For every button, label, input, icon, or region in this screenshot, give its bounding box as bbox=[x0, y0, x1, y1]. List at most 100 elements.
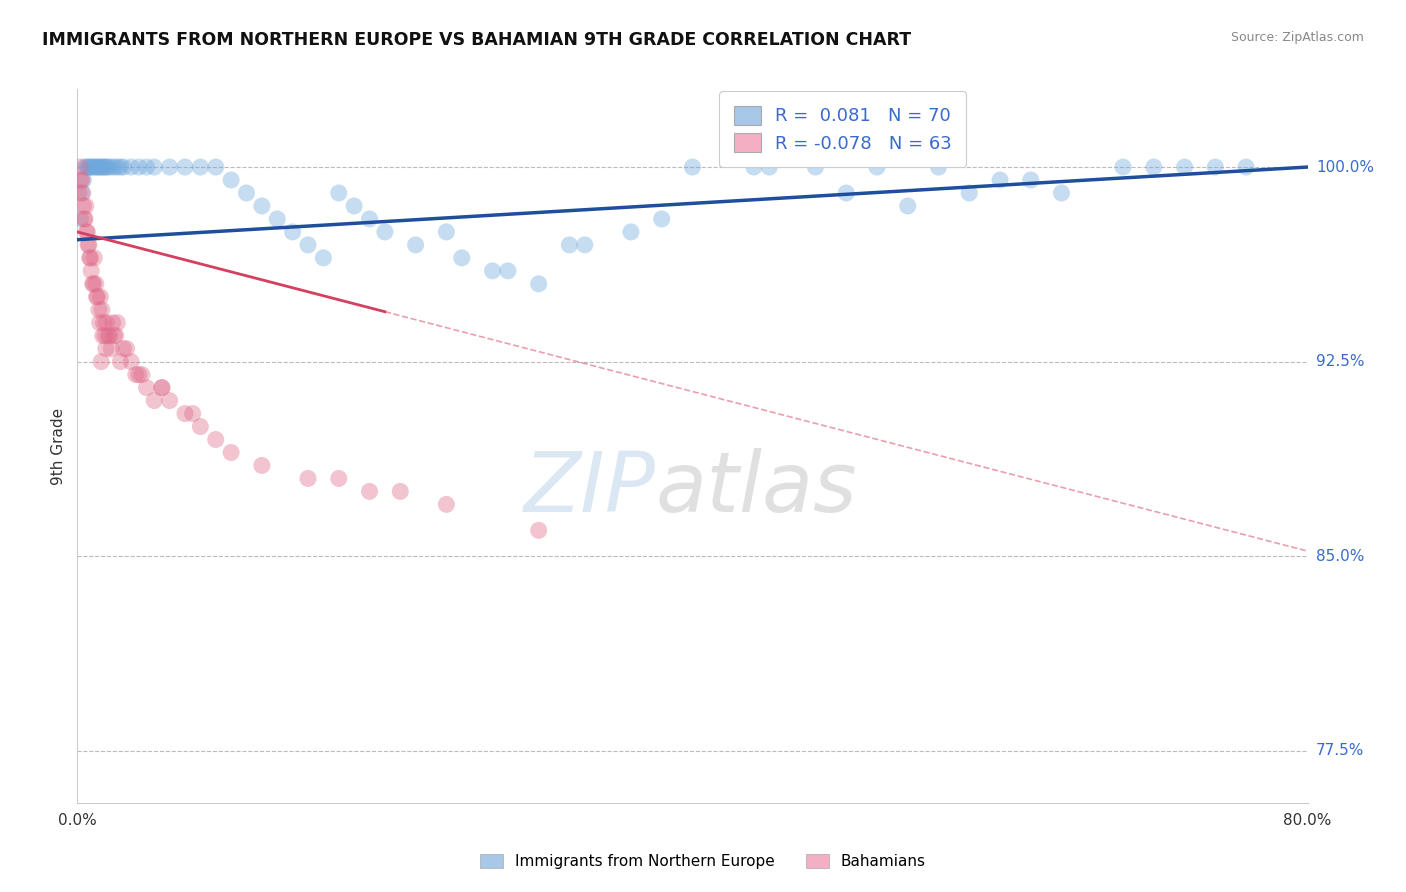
Point bbox=[558, 238, 581, 252]
Point bbox=[87, 160, 110, 174]
Point bbox=[527, 524, 550, 538]
Point bbox=[80, 264, 103, 278]
Point bbox=[76, 160, 98, 174]
Point bbox=[101, 316, 124, 330]
Point bbox=[82, 160, 104, 174]
Point bbox=[77, 238, 100, 252]
Point bbox=[150, 381, 173, 395]
Point bbox=[359, 484, 381, 499]
Point bbox=[250, 199, 273, 213]
Point bbox=[928, 160, 950, 174]
Text: 100.0%: 100.0% bbox=[1316, 160, 1374, 175]
Point bbox=[188, 160, 212, 174]
Point bbox=[73, 160, 96, 174]
Point bbox=[70, 173, 93, 187]
Point bbox=[143, 393, 166, 408]
Point bbox=[266, 211, 288, 226]
Point bbox=[128, 368, 150, 382]
Point bbox=[1204, 160, 1226, 174]
Point bbox=[93, 316, 115, 330]
Text: atlas: atlas bbox=[655, 449, 858, 529]
Point bbox=[159, 393, 181, 408]
Point bbox=[128, 160, 150, 174]
Point bbox=[297, 238, 319, 252]
Point bbox=[150, 381, 173, 395]
Y-axis label: 9th Grade: 9th Grade bbox=[51, 408, 66, 484]
Point bbox=[104, 328, 127, 343]
Point bbox=[527, 277, 550, 291]
Point bbox=[188, 419, 212, 434]
Point bbox=[343, 199, 366, 213]
Text: 77.5%: 77.5% bbox=[1316, 743, 1364, 758]
Point bbox=[204, 433, 226, 447]
Text: ZIP: ZIP bbox=[523, 449, 655, 529]
Point bbox=[93, 160, 115, 174]
Point bbox=[250, 458, 273, 473]
Point bbox=[115, 342, 138, 356]
Point bbox=[112, 342, 135, 356]
Point bbox=[82, 277, 104, 291]
Point bbox=[89, 290, 111, 304]
Point bbox=[235, 186, 257, 200]
Point bbox=[1174, 160, 1197, 174]
Point bbox=[312, 251, 335, 265]
Point bbox=[70, 173, 93, 187]
Point bbox=[957, 186, 980, 200]
Point bbox=[120, 160, 142, 174]
Point bbox=[94, 160, 117, 174]
Point bbox=[174, 160, 197, 174]
Point bbox=[72, 199, 94, 213]
Point bbox=[84, 277, 107, 291]
Point bbox=[97, 160, 120, 174]
Point bbox=[835, 186, 858, 200]
Point bbox=[76, 225, 98, 239]
Point bbox=[72, 173, 94, 187]
Point bbox=[174, 407, 197, 421]
Point bbox=[405, 238, 427, 252]
Point bbox=[96, 316, 118, 330]
Point bbox=[94, 342, 117, 356]
Point bbox=[374, 225, 396, 239]
Point bbox=[328, 471, 350, 485]
Point bbox=[86, 290, 108, 304]
Point bbox=[103, 328, 125, 343]
Point bbox=[131, 368, 153, 382]
Point bbox=[135, 381, 157, 395]
Point bbox=[89, 160, 111, 174]
Point bbox=[804, 160, 827, 174]
Point bbox=[73, 211, 96, 226]
Legend: R =  0.081   N = 70, R = -0.078   N = 63: R = 0.081 N = 70, R = -0.078 N = 63 bbox=[720, 91, 966, 167]
Point bbox=[574, 238, 596, 252]
Point bbox=[67, 186, 90, 200]
Point bbox=[1234, 160, 1257, 174]
Point bbox=[86, 290, 108, 304]
Point bbox=[79, 251, 101, 265]
Point bbox=[97, 328, 120, 343]
Text: Source: ZipAtlas.com: Source: ZipAtlas.com bbox=[1230, 31, 1364, 45]
Point bbox=[80, 160, 103, 174]
Point bbox=[87, 302, 110, 317]
Text: 85.0%: 85.0% bbox=[1316, 549, 1364, 564]
Point bbox=[110, 160, 132, 174]
Point bbox=[89, 316, 111, 330]
Point bbox=[98, 328, 121, 343]
Point bbox=[988, 173, 1011, 187]
Point bbox=[181, 407, 204, 421]
Point bbox=[1050, 186, 1073, 200]
Point bbox=[742, 160, 765, 174]
Point bbox=[103, 160, 125, 174]
Point bbox=[96, 160, 118, 174]
Point bbox=[100, 160, 122, 174]
Point bbox=[651, 211, 673, 226]
Point bbox=[90, 302, 114, 317]
Point bbox=[1112, 160, 1135, 174]
Point bbox=[90, 160, 114, 174]
Text: 92.5%: 92.5% bbox=[1316, 354, 1364, 369]
Point bbox=[70, 186, 93, 200]
Point bbox=[84, 160, 107, 174]
Point bbox=[682, 160, 704, 174]
Point bbox=[328, 186, 350, 200]
Point bbox=[75, 199, 97, 213]
Point bbox=[83, 160, 105, 174]
Point bbox=[83, 251, 105, 265]
